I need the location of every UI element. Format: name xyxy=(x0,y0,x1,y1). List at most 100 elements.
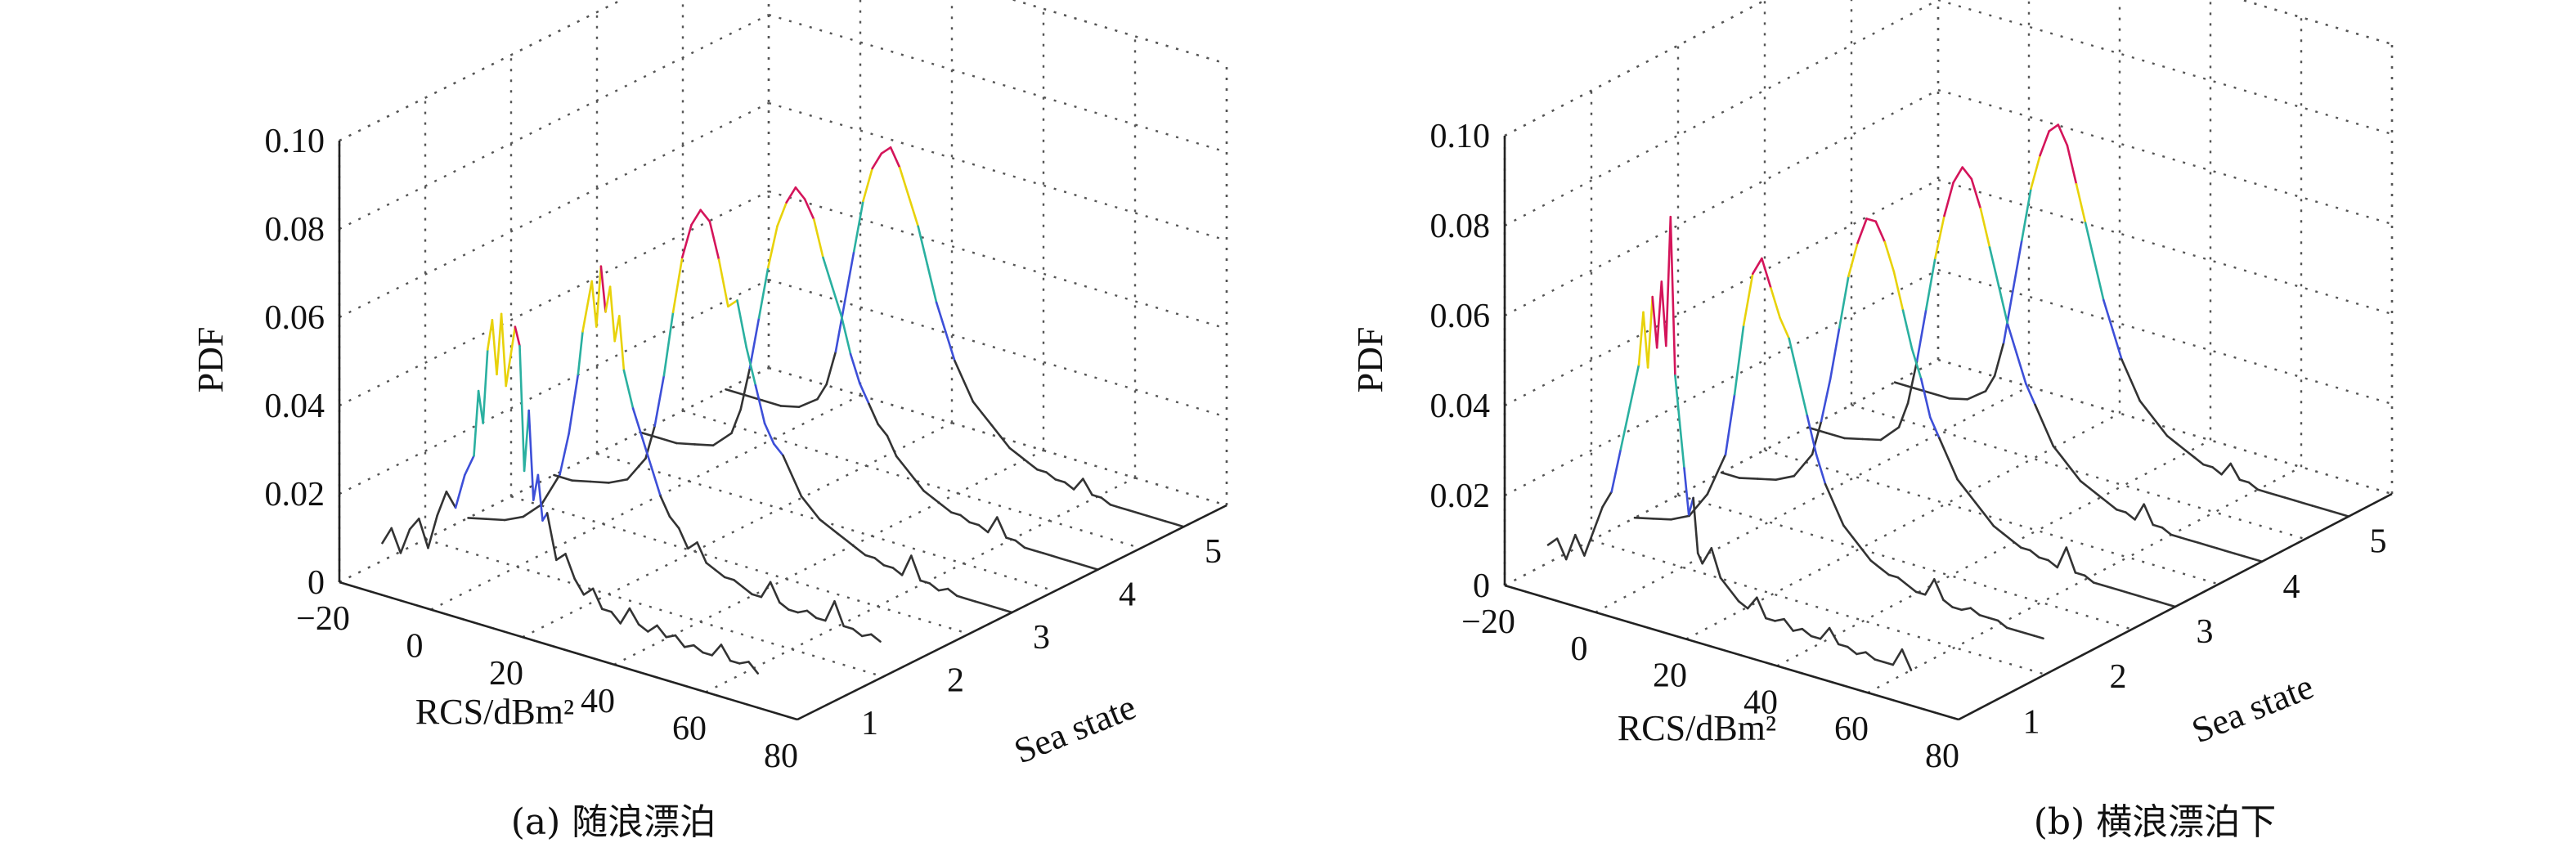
curve-segment-sea-state-1 xyxy=(536,473,544,522)
curve-segment-sea-state-5 xyxy=(2293,499,2304,504)
curve-segment-sea-state-3 xyxy=(1793,453,1814,478)
curve-segment-sea-state-5 xyxy=(1091,493,1102,499)
curve-segment-sea-state-5 xyxy=(2103,298,2114,331)
curve-segment-sea-state-4 xyxy=(639,431,660,439)
curve-segment-sea-state-2 xyxy=(677,527,689,550)
curve-segment-sea-state-4 xyxy=(2233,552,2246,558)
curve-segment-sea-state-4 xyxy=(1988,246,2000,288)
curve-segment-sea-state-2 xyxy=(705,562,717,572)
curve-segment-sea-state-2 xyxy=(1923,578,1936,596)
curve-segment-sea-state-2 xyxy=(1914,590,1927,596)
curve-segment-sea-state-5 xyxy=(2021,187,2032,241)
curve-segment-sea-state-2 xyxy=(1896,576,1909,586)
curve-segment-sea-state-4 xyxy=(2116,508,2127,513)
curve-segment-sea-state-4 xyxy=(2034,403,2045,427)
curve-segment-sea-state-4 xyxy=(2043,424,2054,447)
curve-segment-sea-state-3 xyxy=(2092,581,2104,587)
curve-segment-sea-state-2 xyxy=(769,581,781,604)
curve-segment-sea-state-3 xyxy=(992,605,1004,611)
curve-segment-sea-state-1 xyxy=(445,490,457,509)
curve-segment-sea-state-2 xyxy=(1996,619,2008,630)
curve-segment-sea-state-1 xyxy=(1683,467,1690,516)
curve-segment-sea-state-4 xyxy=(1879,426,1901,442)
curve-segment-sea-state-5 xyxy=(2338,512,2350,518)
curve-segment-sea-state-2 xyxy=(1887,573,1900,579)
curve-segment-sea-state-2 xyxy=(640,436,653,469)
curve-segment-sea-state-4 xyxy=(693,443,715,447)
y-tick-label: 0.10 xyxy=(265,123,325,160)
curve-segment-sea-state-3 xyxy=(1901,309,1914,351)
curve-segment-sea-state-1 xyxy=(1874,658,1885,664)
curve-segment-sea-state-4 xyxy=(1088,565,1099,571)
curve-segment-sea-state-3 xyxy=(800,495,812,509)
panel-a-axes xyxy=(338,141,1227,721)
curve-segment-sea-state-1 xyxy=(1628,363,1640,409)
curve-segment-sea-state-4 xyxy=(1925,257,1936,311)
curve-segment-sea-state-1 xyxy=(711,644,723,657)
curve-segment-sea-state-1 xyxy=(523,409,531,473)
curve-segment-sea-state-4 xyxy=(968,521,981,527)
curve-segment-sea-state-5 xyxy=(963,380,975,403)
curve-segment-sea-state-4 xyxy=(2107,501,2118,511)
curve-segment-sea-state-1 xyxy=(1746,596,1758,610)
curve-segment-sea-state-5 xyxy=(2211,466,2223,476)
curve-segment-sea-state-3 xyxy=(1965,490,1977,504)
curve-segment-sea-state-3 xyxy=(1929,416,1941,440)
curve-segment-sea-state-4 xyxy=(1060,557,1072,563)
curve-segment-sea-state-2 xyxy=(631,407,644,439)
curve-segment-sea-state-4 xyxy=(996,516,1008,539)
curve-segment-sea-state-1 xyxy=(1665,215,1672,348)
curve-segment-sea-state-3 xyxy=(608,478,629,484)
curve-segment-sea-state-5 xyxy=(1082,478,1093,496)
curve-segment-sea-state-5 xyxy=(954,360,965,383)
panel-a-grid xyxy=(338,0,1228,721)
curve-segment-sea-state-2 xyxy=(668,515,680,530)
curve-segment-sea-state-4 xyxy=(1952,166,1963,184)
curve-segment-sea-state-1 xyxy=(1737,599,1749,610)
curve-segment-sea-state-4 xyxy=(757,266,770,320)
curve-segment-sea-state-1 xyxy=(482,348,489,424)
curve-segment-sea-state-3 xyxy=(1820,378,1832,423)
curve-segment-sea-state-5 xyxy=(1948,397,1969,401)
curve-segment-sea-state-2 xyxy=(806,609,818,620)
curve-segment-sea-state-4 xyxy=(913,478,925,492)
curve-segment-sea-state-2 xyxy=(522,503,543,518)
curve-segment-sea-state-4 xyxy=(977,523,990,534)
curve-segment-sea-state-1 xyxy=(1792,627,1804,632)
curve-segment-sea-state-3 xyxy=(772,442,784,457)
curve-segment-sea-state-4 xyxy=(2025,383,2036,406)
curve-segment-sea-state-1 xyxy=(463,455,475,477)
curve-segment-sea-state-5 xyxy=(1911,386,1932,395)
curve-segment-sea-state-1 xyxy=(1719,576,1731,591)
curve-segment-sea-state-1 xyxy=(1892,648,1904,666)
curve-segment-sea-state-3 xyxy=(2120,589,2131,594)
curve-segment-sea-state-4 xyxy=(1843,437,1864,441)
curve-segment-sea-state-4 xyxy=(840,315,852,356)
curve-segment-sea-state-5 xyxy=(2120,358,2132,382)
curve-segment-sea-state-5 xyxy=(2057,123,2069,147)
curve-segment-sea-state-3 xyxy=(782,454,794,478)
curve-segment-sea-state-2 xyxy=(723,576,735,581)
z-tick-label: 5 xyxy=(2370,523,2387,561)
panel-b-ylabel: PDF xyxy=(1350,327,1390,393)
curve-segment-sea-state-2 xyxy=(1942,599,1954,608)
curve-segment-sea-state-4 xyxy=(1934,214,1945,260)
curve-segment-sea-state-2 xyxy=(577,330,584,376)
curve-segment-sea-state-3 xyxy=(846,540,858,549)
curve-segment-sea-state-5 xyxy=(945,330,956,362)
x-tick-label: 60 xyxy=(672,710,707,747)
curve-segment-sea-state-2 xyxy=(797,609,809,614)
curve-segment-sea-state-3 xyxy=(2065,546,2077,574)
curve-segment-sea-state-4 xyxy=(2161,526,2173,536)
curve-segment-sea-state-1 xyxy=(1901,648,1913,671)
curve-segment-sea-state-3 xyxy=(882,563,895,569)
curve-segment-sea-state-5 xyxy=(1008,446,1021,457)
curve-segment-sea-state-5 xyxy=(1146,514,1158,520)
curve-segment-sea-state-2 xyxy=(1770,287,1781,320)
curve-segment-sea-state-4 xyxy=(2143,503,2155,527)
curve-segment-sea-state-1 xyxy=(1555,537,1568,561)
curve-segment-sea-state-5 xyxy=(999,435,1011,450)
curve-segment-sea-state-3 xyxy=(937,587,949,592)
curve-segment-sea-state-4 xyxy=(931,496,944,507)
